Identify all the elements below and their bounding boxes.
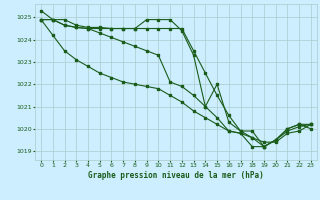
X-axis label: Graphe pression niveau de la mer (hPa): Graphe pression niveau de la mer (hPa) — [88, 171, 264, 180]
